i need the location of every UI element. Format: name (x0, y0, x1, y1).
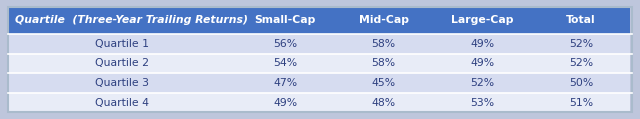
Bar (433, 7, 532, 34)
Bar (8, 7, 632, 112)
Text: 47%: 47% (273, 78, 297, 88)
Bar (334, 73, 433, 93)
Text: 49%: 49% (470, 58, 495, 68)
Text: Quartile 1: Quartile 1 (95, 39, 148, 49)
Bar (8, 7, 236, 34)
Bar (433, 73, 532, 93)
Text: Quartile 4: Quartile 4 (95, 98, 148, 108)
Bar (532, 7, 630, 34)
Bar (334, 7, 433, 34)
Bar (8, 54, 236, 73)
Bar (334, 34, 433, 54)
Bar (334, 93, 433, 112)
Text: 49%: 49% (273, 98, 297, 108)
Text: 58%: 58% (372, 58, 396, 68)
Text: Quartile 3: Quartile 3 (95, 78, 148, 88)
Text: 54%: 54% (273, 58, 297, 68)
Text: Large-Cap: Large-Cap (451, 15, 514, 25)
Bar (8, 73, 236, 93)
Bar (236, 7, 334, 34)
Text: Small-Cap: Small-Cap (254, 15, 316, 25)
Text: 56%: 56% (273, 39, 297, 49)
Bar (433, 34, 532, 54)
Bar (532, 93, 630, 112)
Text: 50%: 50% (569, 78, 593, 88)
Bar (8, 93, 236, 112)
Text: 58%: 58% (372, 39, 396, 49)
Bar (236, 54, 334, 73)
Text: 48%: 48% (372, 98, 396, 108)
Bar (8, 34, 236, 54)
Bar (236, 93, 334, 112)
Text: 52%: 52% (569, 39, 593, 49)
Bar (433, 54, 532, 73)
Text: 52%: 52% (470, 78, 495, 88)
Text: 52%: 52% (569, 58, 593, 68)
Text: Quartile 2: Quartile 2 (95, 58, 148, 68)
Text: Quartile  (Three-Year Trailing Returns): Quartile (Three-Year Trailing Returns) (15, 15, 248, 25)
Bar (334, 54, 433, 73)
Bar (433, 93, 532, 112)
Bar (532, 34, 630, 54)
Text: 51%: 51% (569, 98, 593, 108)
Text: 49%: 49% (470, 39, 495, 49)
Bar (532, 73, 630, 93)
Bar (532, 54, 630, 73)
Bar (236, 34, 334, 54)
Bar (236, 73, 334, 93)
Text: Mid-Cap: Mid-Cap (358, 15, 409, 25)
Text: 53%: 53% (470, 98, 495, 108)
Text: Total: Total (566, 15, 596, 25)
Text: 45%: 45% (372, 78, 396, 88)
